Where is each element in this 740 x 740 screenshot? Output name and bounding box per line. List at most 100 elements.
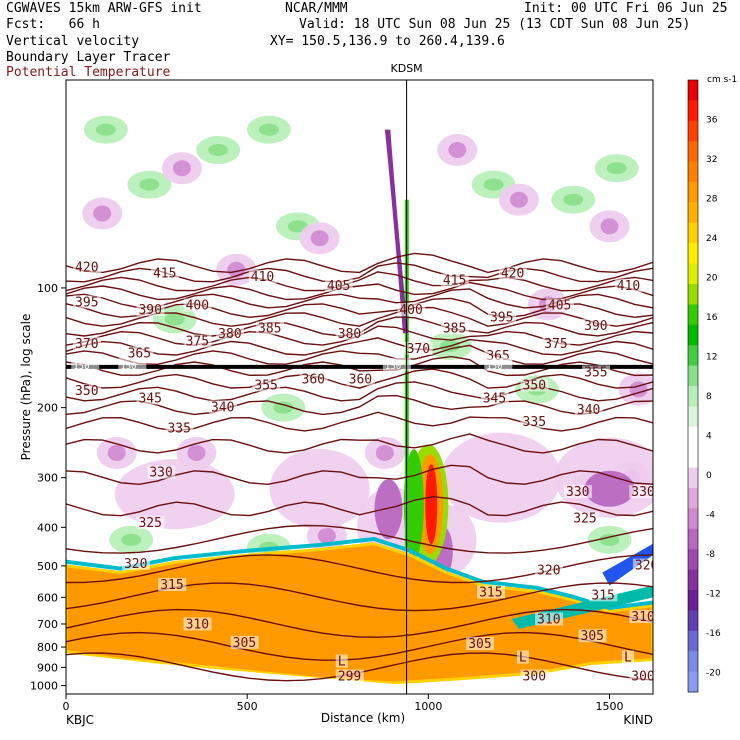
- colorbar-swatch: [688, 447, 698, 469]
- downdraft-core: [600, 218, 619, 235]
- theta-label: 390: [584, 319, 607, 334]
- y-tick-label: 800: [37, 641, 58, 654]
- tropopause-label-bg: [118, 357, 147, 371]
- theta-label-bg: [324, 278, 353, 292]
- theta-label-bg: [183, 298, 212, 312]
- colorbar-label: -16: [706, 629, 721, 639]
- contour-labels: 420 415 410 405 415 420 410 395 390 400 400 405 395 3…: [71, 260, 654, 685]
- theta-label-bg: [466, 636, 495, 650]
- tropopause-label-bg: [382, 357, 411, 371]
- tropopause-label: 150: [120, 362, 136, 372]
- forecast-hour: Fcst: 66 h: [6, 17, 100, 32]
- colorbar-label: 16: [706, 313, 718, 323]
- velocity-field: [66, 115, 653, 694]
- tropopause-label: 150: [73, 362, 89, 372]
- colorbar-swatch: [688, 222, 698, 244]
- theta-label-bg: [136, 303, 165, 317]
- theta-label: 415: [443, 274, 466, 289]
- theta-label: 325: [573, 512, 596, 527]
- theta-label: 315: [160, 578, 183, 593]
- theta-label-bg: [158, 577, 187, 591]
- theta-label-bg: [480, 391, 509, 405]
- theta-label-bg: [629, 609, 653, 623]
- theta-label: 390: [138, 303, 161, 318]
- theta-label: 310: [186, 617, 209, 632]
- downdraft-core: [93, 205, 112, 222]
- theta-label-bg: [520, 415, 549, 429]
- theta-label-bg: [440, 321, 469, 335]
- theta-label: 350: [75, 384, 98, 399]
- theta-label: 335: [523, 415, 546, 430]
- colorbar-label: 36: [706, 115, 718, 125]
- colorbar-label: 8: [706, 392, 712, 402]
- colorbar-label: 20: [706, 273, 718, 283]
- x-tick-label: 0: [63, 700, 70, 713]
- pbl-label: L: [338, 654, 346, 669]
- theta-label: 340: [577, 403, 600, 418]
- theta-label: 310: [537, 612, 560, 627]
- y-tick-label: 400: [37, 521, 58, 534]
- downdraft-region: [440, 432, 561, 523]
- colorbar: 36 32 28 24 20 16 12 8 4 0 -4 -8 -12 -16 -20: [687, 79, 721, 693]
- colorbar-label: -4: [706, 510, 715, 520]
- center-label: NCAR/MMM: [285, 1, 348, 16]
- colorbar-swatch: [688, 202, 698, 224]
- downdraft-core: [310, 230, 329, 247]
- terrain: [66, 653, 653, 694]
- colorbar-label: -12: [706, 589, 721, 599]
- theta-label-bg: [335, 326, 364, 340]
- theta-label-bg: [256, 321, 285, 335]
- colorbar-label: -8: [706, 550, 715, 560]
- colorbar-label: 4: [706, 431, 712, 441]
- theta-label-bg: [136, 391, 165, 405]
- theta-contour-line: [66, 271, 653, 292]
- theta-label: 305: [581, 629, 604, 644]
- theta-label-bg: [535, 612, 564, 626]
- theta-label: 405: [548, 298, 571, 313]
- updraft-core: [164, 313, 185, 326]
- theta-label-bg: [346, 372, 375, 386]
- theta-label-bg: [582, 318, 611, 332]
- tropopause-label-bg: [71, 357, 100, 371]
- colorbar-swatch: [688, 671, 698, 693]
- updraft-core: [258, 123, 279, 136]
- downdraft-core: [107, 444, 126, 461]
- theta-label-bg: [629, 669, 653, 683]
- theta-contour-line: [66, 252, 653, 274]
- updraft-core: [599, 533, 620, 546]
- station-label-kdsm: KDSM: [391, 62, 423, 75]
- theta-label: 340: [211, 400, 234, 415]
- theta-label-bg: [136, 516, 165, 530]
- colorbar-swatch: [688, 630, 698, 652]
- theta-label-bg: [73, 337, 102, 351]
- updraft-core-red: [425, 464, 438, 545]
- theta-label: 305: [468, 637, 491, 652]
- theta-label-bg: [578, 629, 607, 643]
- theta-label: 400: [186, 298, 209, 313]
- theta-label-bg: [564, 485, 593, 499]
- theta-contour-line: [66, 368, 653, 389]
- y-tick-label: 100: [37, 282, 58, 295]
- colorbar-swatch: [688, 80, 698, 101]
- theta-label: 380: [218, 327, 241, 342]
- updraft-core: [208, 144, 229, 157]
- theta-label-bg: [73, 260, 102, 274]
- theta-label-bg: [477, 585, 506, 599]
- theta-label: 375: [544, 337, 567, 352]
- theta-label-bg: [252, 378, 281, 392]
- theta-label-bg: [440, 273, 469, 287]
- theta-label: 320: [537, 564, 560, 579]
- colorbar-swatch: [688, 141, 698, 163]
- theta-label-bg: [614, 278, 643, 292]
- theta-label: 310: [631, 610, 654, 625]
- theta-label: 345: [483, 392, 506, 407]
- axes: 0 500 1000 1500 100 200 300 400 500 600 700 800 900 1…: [30, 282, 624, 713]
- tropopause-label: 150: [486, 362, 502, 372]
- updraft-core: [287, 220, 308, 233]
- theta-label: 299: [338, 670, 361, 685]
- theta-label: 315: [591, 588, 614, 603]
- colorbar-swatch: [688, 406, 698, 428]
- boundary-layer-tracer: [66, 542, 653, 685]
- y-tick-label: 1000: [30, 680, 58, 693]
- theta-contour-line: [66, 495, 653, 517]
